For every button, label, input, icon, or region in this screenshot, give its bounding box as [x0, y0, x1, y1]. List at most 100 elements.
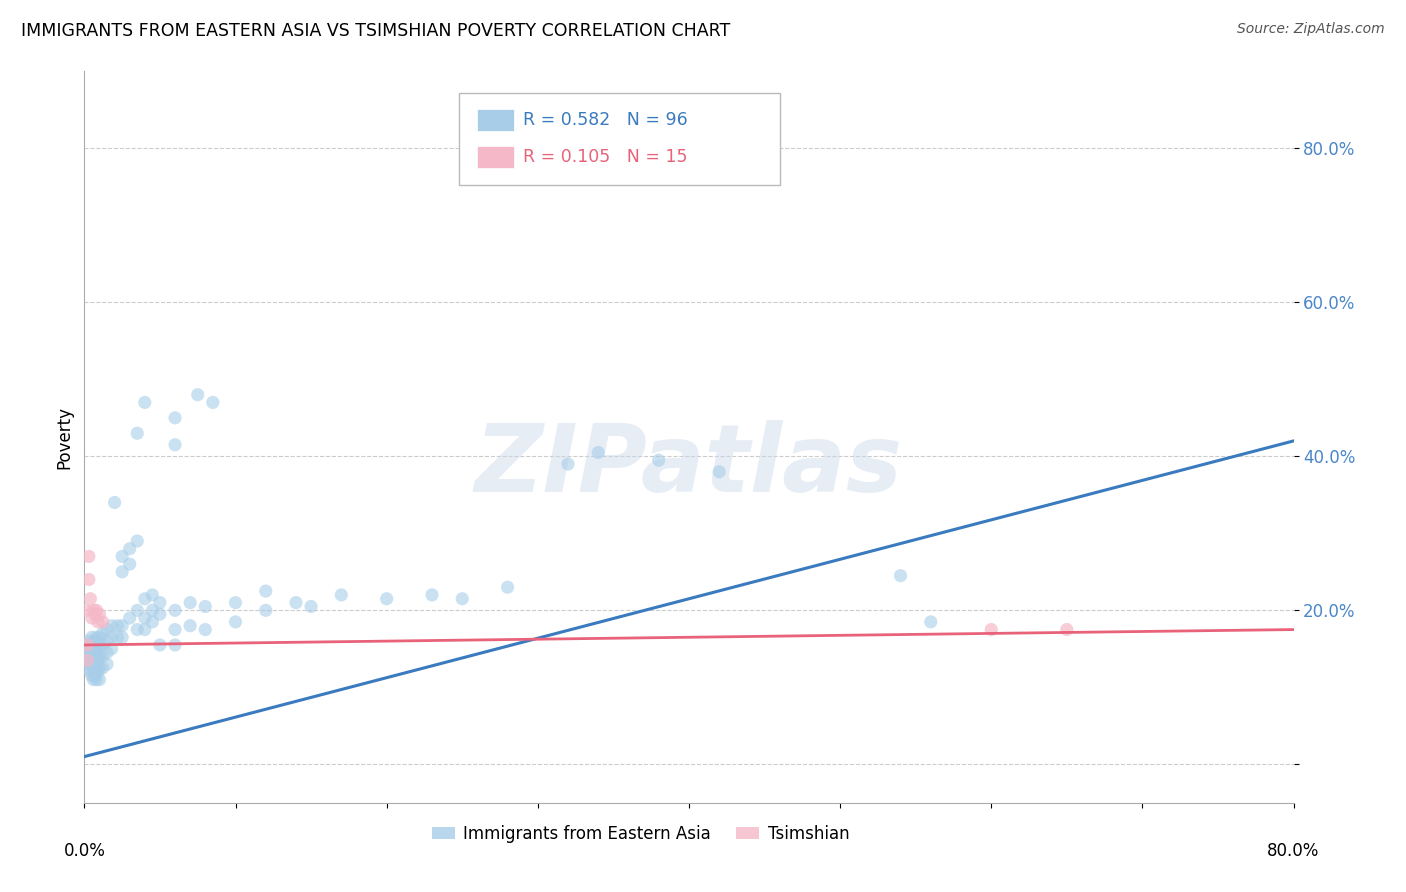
- Text: 0.0%: 0.0%: [63, 842, 105, 860]
- Point: [100, 618, 122, 632]
- Point: [111, 630, 134, 644]
- Point: [451, 591, 474, 606]
- Point: [420, 588, 443, 602]
- Text: R = 0.582   N = 96: R = 0.582 N = 96: [523, 112, 688, 129]
- Point: [557, 457, 579, 471]
- Point: [149, 638, 172, 652]
- FancyBboxPatch shape: [478, 146, 513, 168]
- Point: [96, 623, 118, 637]
- Point: [111, 549, 134, 564]
- Point: [100, 630, 122, 644]
- Point: [890, 568, 912, 582]
- Point: [87, 653, 110, 667]
- Point: [77, 634, 100, 648]
- Point: [134, 611, 156, 625]
- Point: [141, 588, 163, 602]
- Point: [165, 410, 187, 425]
- Point: [76, 646, 98, 660]
- Point: [1056, 623, 1078, 637]
- Point: [89, 638, 111, 652]
- Point: [96, 646, 118, 660]
- Point: [100, 641, 122, 656]
- Point: [254, 584, 277, 599]
- Point: [299, 599, 322, 614]
- Point: [375, 591, 398, 606]
- Point: [91, 626, 114, 640]
- Point: [111, 618, 134, 632]
- Point: [134, 623, 156, 637]
- Point: [165, 638, 187, 652]
- Point: [79, 591, 101, 606]
- Point: [141, 615, 163, 629]
- Point: [134, 395, 156, 409]
- Point: [89, 661, 111, 675]
- Point: [87, 665, 110, 679]
- Point: [87, 615, 110, 629]
- Text: R = 0.105   N = 15: R = 0.105 N = 15: [523, 148, 688, 166]
- Point: [76, 653, 98, 667]
- Point: [118, 557, 141, 571]
- Point: [84, 657, 107, 672]
- Text: IMMIGRANTS FROM EASTERN ASIA VS TSIMSHIAN POVERTY CORRELATION CHART: IMMIGRANTS FROM EASTERN ASIA VS TSIMSHIA…: [21, 22, 730, 40]
- Point: [149, 596, 172, 610]
- Point: [80, 669, 103, 683]
- Point: [225, 596, 247, 610]
- Point: [82, 673, 104, 687]
- Point: [96, 657, 118, 672]
- Point: [118, 541, 141, 556]
- Point: [77, 649, 100, 664]
- Text: 80.0%: 80.0%: [1267, 842, 1320, 860]
- Point: [118, 611, 141, 625]
- Point: [80, 611, 103, 625]
- FancyBboxPatch shape: [460, 94, 780, 185]
- Point: [84, 607, 107, 622]
- Point: [980, 623, 1002, 637]
- Point: [89, 630, 111, 644]
- Point: [77, 661, 100, 675]
- Point: [496, 580, 519, 594]
- Point: [87, 641, 110, 656]
- Point: [87, 634, 110, 648]
- Point: [285, 596, 308, 610]
- Point: [79, 665, 101, 679]
- Point: [86, 661, 108, 675]
- Point: [330, 588, 353, 602]
- Point: [76, 638, 98, 652]
- Point: [75, 638, 97, 652]
- Point: [76, 653, 98, 667]
- Point: [80, 641, 103, 656]
- Point: [82, 638, 104, 652]
- Point: [77, 549, 100, 564]
- Point: [89, 673, 111, 687]
- Point: [89, 649, 111, 664]
- Point: [141, 603, 163, 617]
- Point: [77, 573, 100, 587]
- Point: [91, 661, 114, 675]
- Point: [111, 565, 134, 579]
- Point: [96, 634, 118, 648]
- Point: [84, 669, 107, 683]
- Point: [84, 634, 107, 648]
- Point: [127, 603, 149, 617]
- Point: [86, 603, 108, 617]
- Point: [86, 673, 108, 687]
- Point: [104, 495, 127, 509]
- Point: [91, 638, 114, 652]
- Point: [179, 618, 201, 632]
- Point: [82, 603, 104, 617]
- Point: [86, 649, 108, 664]
- Point: [149, 607, 172, 622]
- Point: [187, 388, 209, 402]
- Point: [127, 623, 149, 637]
- Point: [79, 646, 101, 660]
- Point: [179, 596, 201, 610]
- Point: [107, 630, 129, 644]
- Point: [194, 599, 217, 614]
- Point: [75, 603, 97, 617]
- Point: [80, 630, 103, 644]
- Point: [920, 615, 942, 629]
- Point: [165, 438, 187, 452]
- Text: ZIPatlas: ZIPatlas: [475, 420, 903, 512]
- Point: [201, 395, 224, 409]
- Point: [709, 465, 731, 479]
